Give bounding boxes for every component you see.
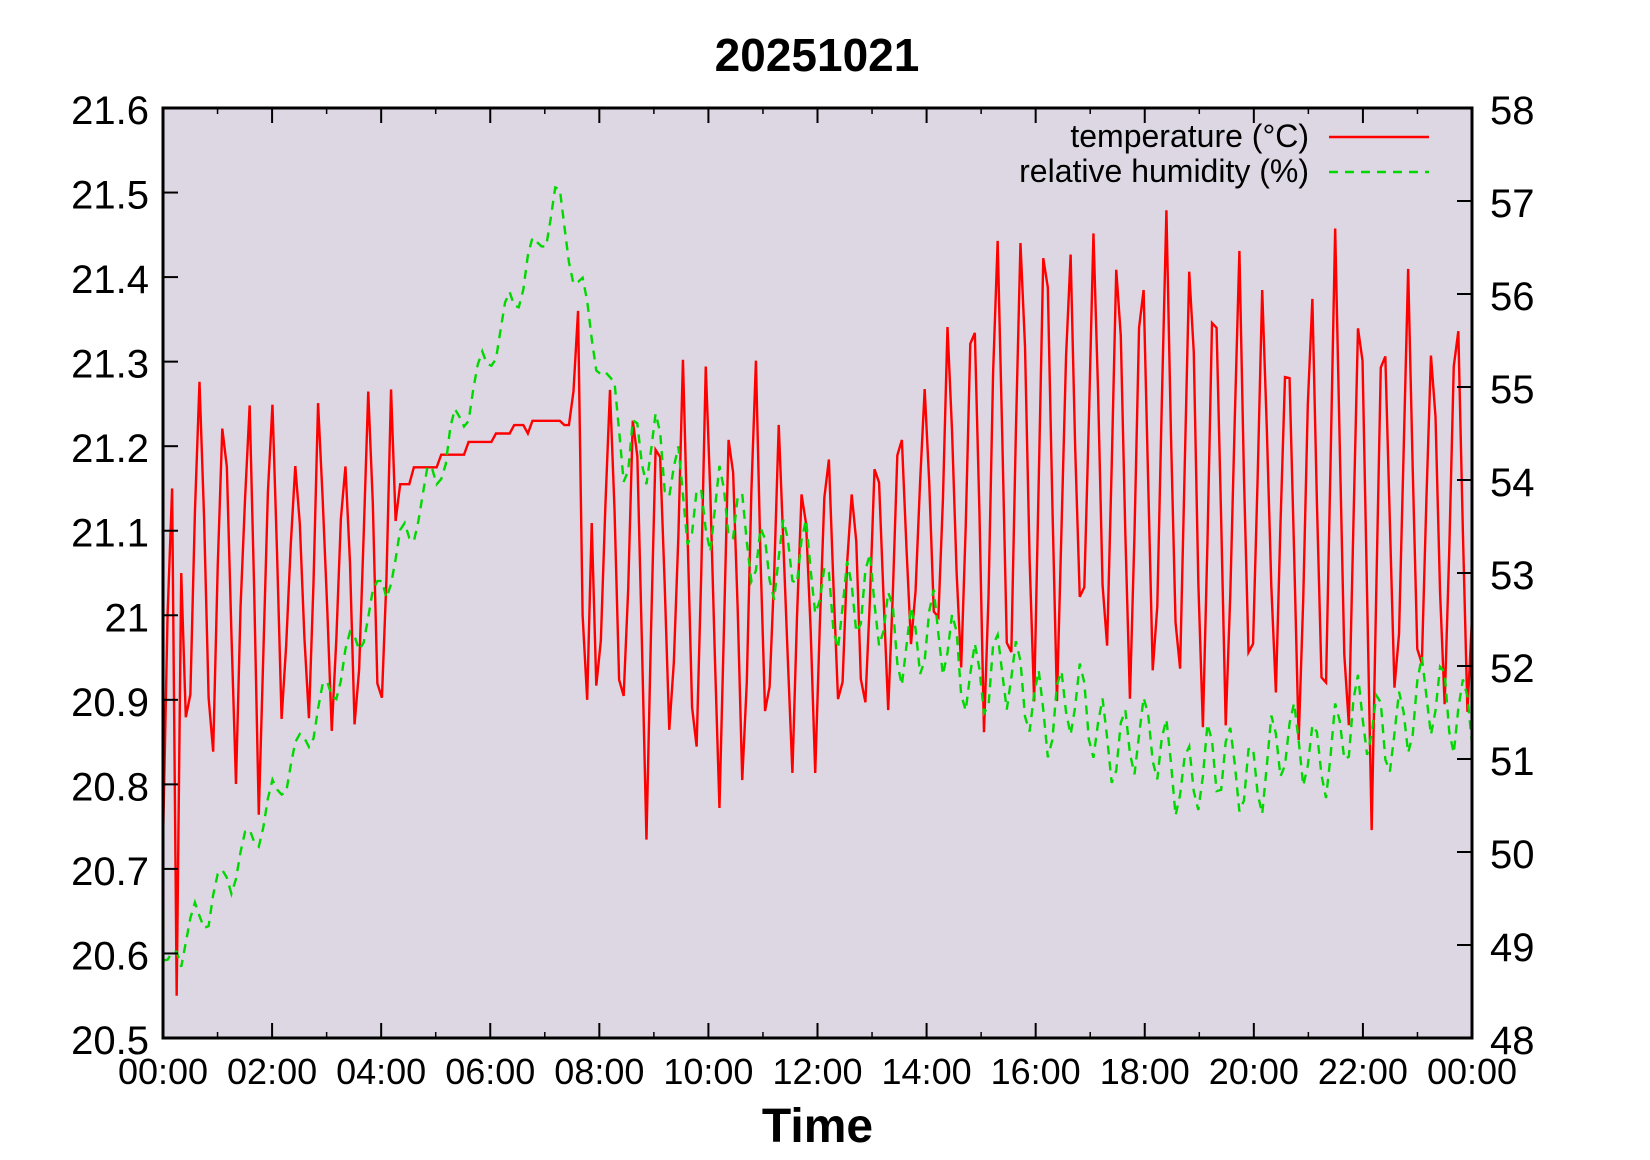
svg-text:21.4: 21.4	[71, 258, 149, 302]
svg-text:temperature (°C): temperature (°C)	[1070, 118, 1309, 154]
svg-text:49: 49	[1490, 926, 1535, 970]
svg-text:20.6: 20.6	[71, 934, 149, 978]
svg-text:00:00: 00:00	[118, 1051, 208, 1092]
svg-text:52: 52	[1490, 647, 1535, 691]
svg-text:20.9: 20.9	[71, 681, 149, 725]
svg-text:10:00: 10:00	[663, 1051, 753, 1092]
svg-text:16:00: 16:00	[991, 1051, 1081, 1092]
svg-text:04:00: 04:00	[336, 1051, 426, 1092]
svg-text:20:00: 20:00	[1209, 1051, 1299, 1092]
svg-text:14:00: 14:00	[882, 1051, 972, 1092]
svg-text:53: 53	[1490, 554, 1535, 598]
svg-text:57: 57	[1490, 182, 1535, 226]
svg-text:58: 58	[1490, 89, 1535, 133]
svg-text:51: 51	[1490, 740, 1535, 784]
svg-text:08:00: 08:00	[554, 1051, 644, 1092]
svg-text:Time: Time	[762, 1100, 873, 1153]
svg-text:00:00: 00:00	[1427, 1051, 1517, 1092]
svg-text:12:00: 12:00	[772, 1051, 862, 1092]
svg-text:18:00: 18:00	[1100, 1051, 1190, 1092]
svg-text:relative humidity (%): relative humidity (%)	[1019, 153, 1309, 189]
svg-text:20.8: 20.8	[71, 765, 149, 809]
svg-text:20.7: 20.7	[71, 850, 149, 894]
svg-text:21.5: 21.5	[71, 174, 149, 218]
svg-text:21: 21	[105, 596, 150, 640]
svg-text:22:00: 22:00	[1318, 1051, 1408, 1092]
svg-text:20251021: 20251021	[715, 29, 920, 81]
svg-text:21.3: 21.3	[71, 343, 149, 387]
svg-text:02:00: 02:00	[227, 1051, 317, 1092]
svg-text:06:00: 06:00	[445, 1051, 535, 1092]
svg-text:21.6: 21.6	[71, 89, 149, 133]
svg-text:21.1: 21.1	[71, 512, 149, 556]
svg-text:56: 56	[1490, 275, 1535, 319]
svg-text:54: 54	[1490, 461, 1535, 505]
svg-text:50: 50	[1490, 833, 1535, 877]
svg-text:21.2: 21.2	[71, 427, 149, 471]
svg-text:55: 55	[1490, 368, 1535, 412]
